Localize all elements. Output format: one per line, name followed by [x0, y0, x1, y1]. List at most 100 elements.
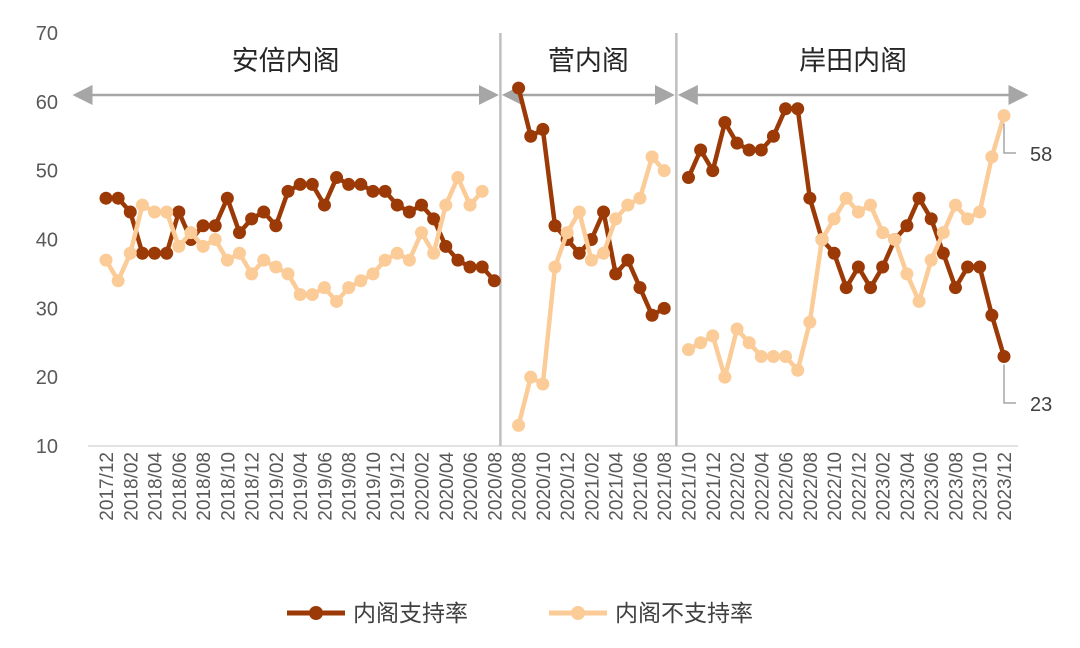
x-tick-label: 2020/10: [534, 452, 555, 521]
data-point: [245, 212, 259, 226]
data-point: [415, 226, 429, 240]
data-point: [803, 315, 817, 329]
y-tick-label: 40: [36, 230, 58, 252]
era-label: 菅内阁: [548, 46, 629, 77]
x-tick-label: 2023/10: [971, 452, 992, 521]
data-point: [111, 274, 125, 288]
x-tick-label: 2020/04: [437, 452, 458, 521]
x-tick-label: 2018/02: [121, 452, 142, 521]
data-point: [536, 377, 550, 391]
data-point: [997, 350, 1011, 364]
data-point: [572, 246, 586, 260]
series-group: [99, 81, 1011, 432]
data-point: [948, 281, 962, 295]
legend-item-disapproval: 内阁不支持率: [549, 601, 753, 627]
data-point: [694, 336, 708, 350]
data-point: [839, 191, 853, 205]
x-tick-label: 2021/12: [704, 452, 725, 521]
data-point: [184, 226, 198, 240]
data-point: [645, 150, 659, 164]
data-point: [390, 246, 404, 260]
data-point: [572, 205, 586, 219]
data-point: [876, 260, 890, 274]
data-point: [864, 281, 878, 295]
x-tick-label: 2017/12: [97, 452, 118, 521]
data-point: [985, 308, 999, 322]
data-point: [560, 226, 574, 240]
data-point: [378, 253, 392, 267]
data-point: [839, 281, 853, 295]
data-point: [718, 370, 732, 384]
data-point: [900, 219, 914, 233]
data-point: [645, 308, 659, 322]
data-point: [851, 260, 865, 274]
x-tick-label: 2023/08: [946, 452, 967, 521]
y-tick-label: 10: [36, 436, 58, 458]
data-point: [779, 102, 793, 116]
data-point: [584, 253, 598, 267]
x-tick-label: 2023/12: [995, 452, 1016, 521]
x-tick-label: 2021/10: [679, 452, 700, 521]
data-point: [160, 246, 174, 260]
legend-marker-disapproval: [571, 606, 585, 620]
era-label: 岸田内阁: [799, 46, 907, 77]
data-point: [463, 198, 477, 212]
data-point: [706, 329, 720, 343]
data-point: [961, 260, 975, 274]
data-point: [269, 260, 283, 274]
legend-marker-support: [309, 606, 323, 620]
era-markers: 安倍内阁 菅内阁 岸田内阁: [72, 33, 1029, 446]
data-point: [791, 363, 805, 377]
data-point: [427, 212, 441, 226]
data-point: [742, 336, 756, 350]
data-point: [172, 239, 186, 253]
data-point: [827, 212, 841, 226]
data-point: [730, 136, 744, 150]
data-point: [475, 184, 489, 198]
data-point: [257, 205, 271, 219]
data-point: [232, 226, 246, 240]
data-point: [111, 191, 125, 205]
data-point: [123, 246, 137, 260]
data-point: [451, 171, 465, 185]
data-point: [524, 129, 538, 143]
data-point: [293, 288, 307, 302]
data-point: [148, 205, 162, 219]
data-point: [281, 267, 295, 281]
data-point: [269, 219, 283, 233]
data-point: [912, 294, 926, 308]
data-point: [245, 267, 259, 281]
x-tick-label: 2022/12: [849, 452, 870, 521]
data-point: [681, 343, 695, 357]
data-point: [232, 246, 246, 260]
data-point: [730, 322, 744, 336]
x-tick-label: 2018/06: [170, 452, 191, 521]
data-point: [415, 198, 429, 212]
data-point: [317, 281, 331, 295]
data-point: [633, 191, 647, 205]
data-point: [487, 274, 501, 288]
data-point: [366, 267, 380, 281]
data-point: [402, 205, 416, 219]
data-point: [281, 184, 295, 198]
data-point: [378, 184, 392, 198]
x-tick-label: 2020/06: [461, 452, 482, 521]
data-point: [633, 281, 647, 295]
data-point: [196, 219, 210, 233]
data-point: [900, 267, 914, 281]
data-point: [948, 198, 962, 212]
x-tick-label: 2019/06: [315, 452, 336, 521]
x-tick-label: 2020/12: [558, 452, 579, 521]
end-annotations: 58 23: [1003, 123, 1052, 416]
data-point: [342, 177, 356, 191]
annotation-leader: [1003, 123, 1016, 154]
legend-label-support: 内阁支持率: [353, 601, 468, 627]
x-tick-label: 2019/10: [364, 452, 385, 521]
data-point: [815, 233, 829, 246]
data-point: [390, 198, 404, 212]
data-point: [512, 81, 526, 95]
x-tick-label: 2020/08: [485, 452, 506, 521]
data-point: [366, 184, 380, 198]
data-point: [330, 171, 344, 185]
